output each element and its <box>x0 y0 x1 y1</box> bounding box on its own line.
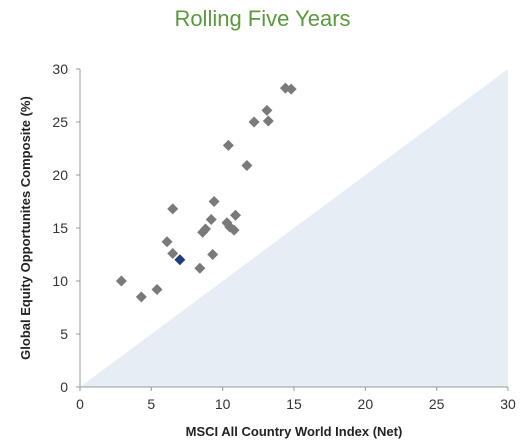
data-point <box>262 115 274 127</box>
y-tick-label: 20 <box>52 167 68 183</box>
x-tick-label: 5 <box>147 396 155 412</box>
y-tick-label: 10 <box>52 273 68 289</box>
highlighted-data-point <box>174 254 186 266</box>
y-axis-label: Global Equity Opportunites Composite (%) <box>18 96 33 360</box>
y-tick-label: 25 <box>52 114 68 130</box>
y-ticks: 0 5 10 15 20 25 30 <box>52 61 80 395</box>
data-point <box>167 247 179 259</box>
data-point <box>161 236 173 248</box>
data-point <box>241 159 253 171</box>
data-point <box>248 116 260 128</box>
x-tick-label: 10 <box>215 396 231 412</box>
y-tick-label: 15 <box>52 220 68 236</box>
data-point <box>207 249 219 260</box>
data-points <box>115 82 297 303</box>
data-point <box>135 291 147 303</box>
x-tick-label: 20 <box>358 396 374 412</box>
x-ticks: 0 5 10 15 20 25 30 <box>76 387 516 412</box>
data-point <box>200 223 212 235</box>
plot-area <box>80 69 508 387</box>
chart-title: Rolling Five Years <box>174 6 351 31</box>
x-tick-label: 30 <box>500 396 516 412</box>
data-point <box>205 214 217 226</box>
data-point <box>222 139 234 151</box>
data-point <box>151 283 163 295</box>
diagonal-region <box>80 69 508 387</box>
data-point <box>285 83 297 95</box>
x-axis-label: MSCI All Country World Index (Net) <box>186 424 403 439</box>
x-tick-label: 0 <box>76 396 84 412</box>
y-tick-label: 0 <box>60 379 68 395</box>
data-point <box>228 224 240 236</box>
y-tick-label: 5 <box>60 326 68 342</box>
data-point <box>230 209 242 221</box>
data-point <box>261 104 273 116</box>
x-tick-label: 15 <box>286 396 302 412</box>
x-tick-label: 25 <box>429 396 445 412</box>
data-point <box>194 262 206 274</box>
data-point <box>167 203 179 215</box>
data-point <box>115 275 127 287</box>
data-point <box>208 196 220 207</box>
y-tick-label: 30 <box>52 61 68 77</box>
